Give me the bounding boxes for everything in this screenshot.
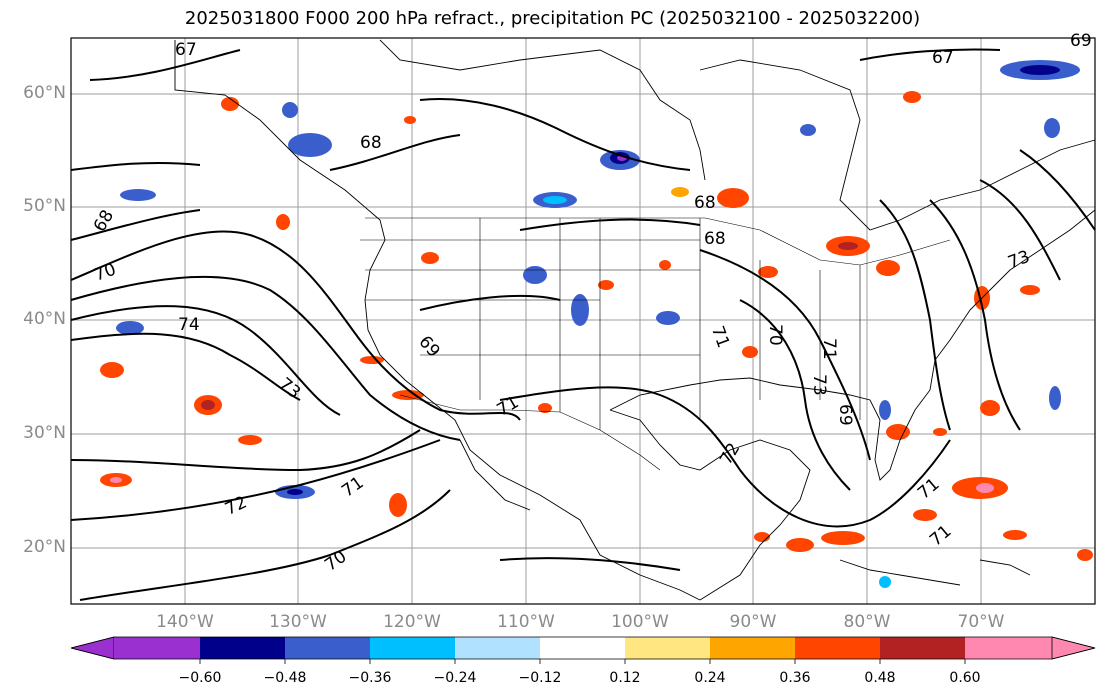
lon-label: 100°W xyxy=(611,612,669,632)
contour-label: 68 xyxy=(704,229,726,249)
coastlines xyxy=(174,39,1096,601)
lon-label: 80°W xyxy=(843,612,891,632)
borders xyxy=(360,217,951,471)
colorbar-segment xyxy=(70,636,115,660)
contour-label: 67 xyxy=(932,48,954,68)
colorbar-tick-label: 0.36 xyxy=(779,670,811,686)
colorbar-segment xyxy=(540,637,625,659)
colorbar-segment xyxy=(114,637,200,659)
lon-label: 90°W xyxy=(729,612,777,632)
lon-label: 110°W xyxy=(497,612,555,632)
map-border xyxy=(70,37,1096,605)
colorbar-segment xyxy=(965,637,1052,659)
colorbar-segment xyxy=(455,637,540,659)
contour-label: 68 xyxy=(694,193,716,213)
colorbar-tick-label: 0.60 xyxy=(949,670,981,686)
colorbar-segment xyxy=(880,637,965,659)
colorbar-segment xyxy=(370,637,455,659)
contour-label: 73 xyxy=(809,374,829,396)
lat-label: 30°N xyxy=(23,423,66,443)
lon-label: 120°W xyxy=(383,612,441,632)
contour-label: 74 xyxy=(178,315,200,335)
lon-label: 130°W xyxy=(269,612,327,632)
contour-label: 71 xyxy=(819,338,839,360)
colorbar-tick-label: −0.12 xyxy=(518,670,562,686)
colorbar-tick-label: 0.12 xyxy=(609,670,641,686)
contour-label: 69 xyxy=(835,404,855,426)
colorbar xyxy=(70,636,1096,664)
refractivity-contours xyxy=(70,48,1096,601)
contour-label: 70 xyxy=(765,324,785,346)
lon-label: 70°W xyxy=(957,612,1005,632)
colorbar-tick-label: −0.60 xyxy=(178,670,222,686)
map-panel: 67 67 69 68 68 68 68 70 74 73 72 71 70 7… xyxy=(70,31,1096,605)
colorbar-segment xyxy=(795,637,880,659)
graticule xyxy=(71,38,1095,604)
precip-shading xyxy=(100,60,1093,588)
lon-label: 140°W xyxy=(156,612,214,632)
colorbar-tick-label: −0.48 xyxy=(263,670,307,686)
colorbar-segment xyxy=(710,637,795,659)
colorbar-tick-label: 0.24 xyxy=(694,670,726,686)
map-title: 2025031800 F000 200 hPa refract., precip… xyxy=(184,8,921,29)
lat-label: 50°N xyxy=(23,196,66,216)
colorbar-segment xyxy=(200,637,285,659)
colorbar-tick-label: −0.24 xyxy=(433,670,477,686)
contour-label: 68 xyxy=(360,133,382,153)
colorbar-tick-label: 0.48 xyxy=(864,670,896,686)
lat-label: 60°N xyxy=(23,83,66,103)
colorbar-segment xyxy=(625,637,710,659)
lat-label: 20°N xyxy=(23,537,66,557)
lat-label: 40°N xyxy=(23,309,66,329)
contour-label: 67 xyxy=(175,40,197,60)
colorbar-segment xyxy=(1051,636,1096,660)
colorbar-tick-label: −0.36 xyxy=(348,670,392,686)
contour-label: 69 xyxy=(1070,31,1092,51)
colorbar-segment xyxy=(285,637,370,659)
